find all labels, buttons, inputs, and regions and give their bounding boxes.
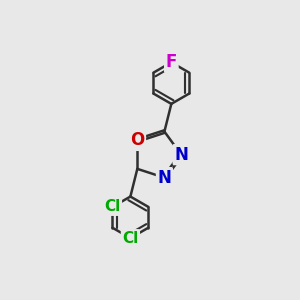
Text: Cl: Cl: [122, 231, 139, 246]
Text: O: O: [130, 131, 144, 149]
Text: N: N: [174, 146, 188, 164]
Text: Cl: Cl: [104, 200, 121, 214]
Text: N: N: [158, 169, 171, 187]
Text: F: F: [166, 53, 177, 71]
